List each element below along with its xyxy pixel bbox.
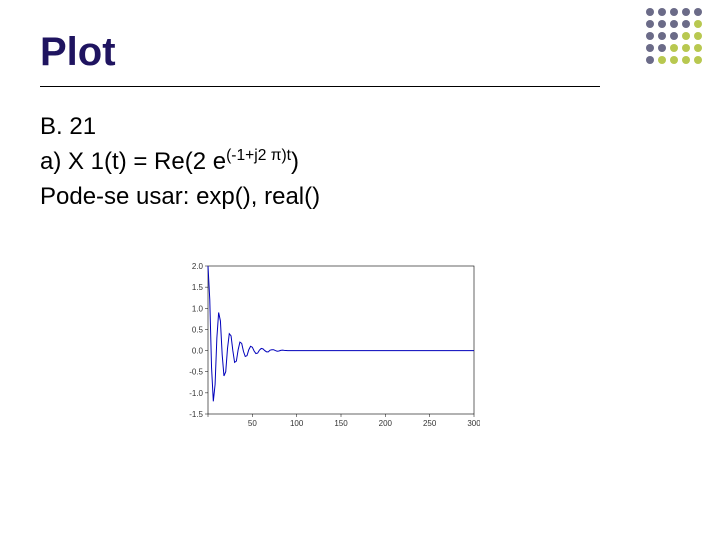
svg-text:100: 100: [290, 419, 304, 428]
svg-text:250: 250: [423, 419, 437, 428]
signal-chart: -1.5 -1.0 -0.5 0.0 0.5 1.0 1.5 2.0 50 100 150 200 25…: [180, 260, 480, 430]
svg-text:150: 150: [334, 419, 348, 428]
body-line-3: Pode-se usar: exp(), real(): [40, 180, 320, 215]
body-text: B. 21 a) X 1(t) = Re(2 e(-1+j2 π)t) Pode…: [40, 110, 320, 214]
body-line-1: B. 21: [40, 110, 320, 145]
svg-text:-1.5: -1.5: [189, 410, 203, 419]
svg-text:300: 300: [467, 419, 480, 428]
svg-text:0.5: 0.5: [192, 325, 204, 334]
decorative-dots: [646, 8, 702, 64]
svg-text:-1.0: -1.0: [189, 389, 203, 398]
svg-text:1.0: 1.0: [192, 304, 204, 313]
svg-text:1.5: 1.5: [192, 283, 204, 292]
svg-text:200: 200: [379, 419, 393, 428]
svg-text:0.0: 0.0: [192, 347, 204, 356]
body-line-2: a) X 1(t) = Re(2 e(-1+j2 π)t): [40, 145, 320, 180]
svg-text:2.0: 2.0: [192, 262, 204, 271]
svg-text:50: 50: [248, 419, 257, 428]
slide-title: Plot: [40, 30, 116, 75]
title-underline: [40, 86, 600, 87]
svg-text:-0.5: -0.5: [189, 368, 203, 377]
